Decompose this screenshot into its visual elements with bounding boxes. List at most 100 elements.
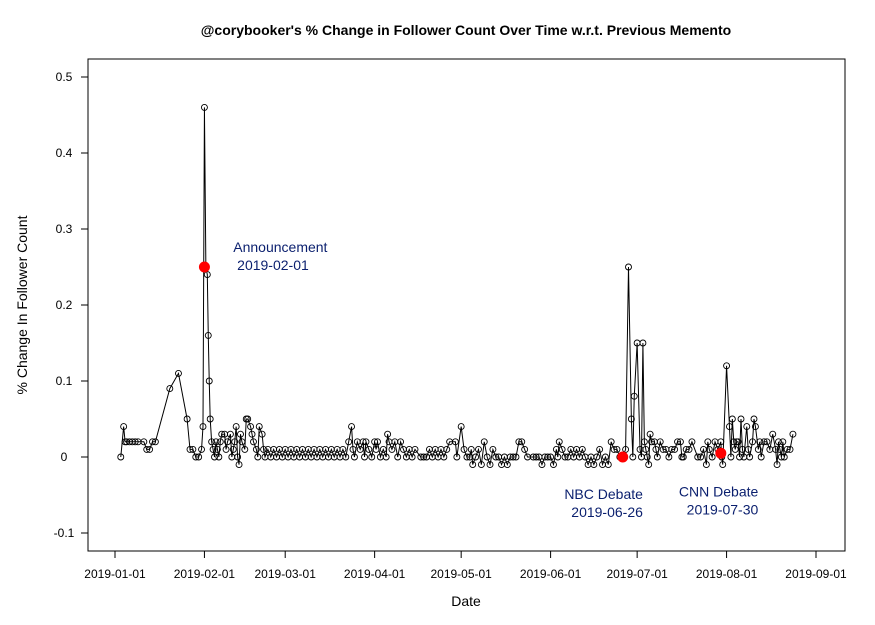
data-point bbox=[204, 331, 212, 339]
data-point bbox=[339, 445, 347, 453]
data-point bbox=[682, 445, 690, 453]
x-tick-label: 2019-05-01 bbox=[430, 567, 492, 581]
highlight-point bbox=[715, 447, 727, 459]
data-point bbox=[773, 461, 781, 469]
data-point bbox=[345, 438, 353, 446]
data-point bbox=[674, 438, 681, 446]
data-point bbox=[629, 453, 637, 461]
data-point bbox=[668, 445, 676, 453]
data-point bbox=[350, 453, 358, 461]
x-tick-label: 2019-09-01 bbox=[785, 567, 847, 581]
data-point bbox=[372, 445, 380, 453]
data-point bbox=[255, 423, 263, 431]
x-tick-label: 2019-07-01 bbox=[606, 567, 668, 581]
data-point bbox=[550, 461, 557, 469]
data-point bbox=[348, 423, 355, 431]
data-point bbox=[544, 453, 552, 461]
data-point bbox=[218, 430, 226, 438]
data-point bbox=[743, 423, 751, 431]
data-point bbox=[659, 445, 667, 453]
data-point bbox=[697, 453, 705, 461]
data-point bbox=[702, 461, 710, 469]
data-point bbox=[248, 430, 256, 438]
data-point bbox=[374, 438, 381, 446]
data-point bbox=[648, 438, 656, 446]
data-point bbox=[558, 445, 566, 453]
data-point bbox=[486, 461, 494, 469]
data-point bbox=[671, 445, 679, 453]
data-point bbox=[254, 453, 262, 461]
data-point bbox=[224, 438, 231, 446]
data-point bbox=[361, 453, 368, 461]
series-line bbox=[120, 107, 794, 467]
data-point bbox=[601, 453, 609, 461]
data-point bbox=[241, 445, 249, 453]
data-point bbox=[665, 453, 673, 461]
data-point bbox=[554, 453, 562, 461]
annotation: Announcement 2019-02-01 bbox=[233, 239, 327, 273]
data-point bbox=[186, 445, 194, 453]
data-point bbox=[472, 453, 480, 461]
data-point bbox=[209, 445, 217, 453]
data-point bbox=[656, 438, 664, 446]
data-point bbox=[515, 438, 523, 446]
data-point bbox=[244, 415, 252, 423]
data-point bbox=[737, 415, 745, 423]
x-tick-label: 2019-04-01 bbox=[344, 567, 406, 581]
data-point bbox=[231, 438, 239, 446]
data-point bbox=[760, 438, 768, 446]
data-point bbox=[349, 445, 357, 453]
data-point bbox=[131, 438, 139, 446]
data-point bbox=[578, 445, 586, 453]
data-point bbox=[639, 339, 647, 347]
data-point bbox=[467, 445, 475, 453]
data-point bbox=[779, 438, 787, 446]
data-point bbox=[593, 453, 601, 461]
data-point bbox=[561, 453, 569, 461]
data-point bbox=[247, 423, 255, 431]
data-point bbox=[195, 453, 203, 461]
data-point bbox=[538, 461, 546, 469]
plot-frame bbox=[87, 58, 846, 552]
data-point bbox=[521, 445, 529, 453]
data-point bbox=[723, 362, 731, 370]
data-point bbox=[547, 453, 555, 461]
x-tick-label: 2019-02-01 bbox=[174, 567, 236, 581]
data-point bbox=[730, 438, 738, 446]
data-point bbox=[776, 445, 784, 453]
x-axis: 2019-01-01 2019-02-01 2019-03-01 2019-04-01… bbox=[84, 550, 847, 581]
data-point bbox=[117, 453, 125, 461]
data-point bbox=[727, 453, 735, 461]
annotation: NBC Debate 2019-06-26 bbox=[564, 486, 643, 520]
data-point bbox=[342, 453, 350, 461]
data-point bbox=[646, 430, 654, 438]
x-tick-label: 2019-03-01 bbox=[255, 567, 317, 581]
data-point bbox=[222, 445, 230, 453]
data-point bbox=[749, 438, 756, 446]
data-point bbox=[382, 453, 390, 461]
data-point bbox=[763, 438, 771, 446]
data-point bbox=[460, 445, 468, 453]
data-point bbox=[642, 445, 650, 453]
data-point bbox=[645, 461, 653, 469]
data-point bbox=[705, 445, 713, 453]
data-point bbox=[397, 438, 405, 446]
data-point bbox=[457, 423, 465, 431]
data-point bbox=[356, 445, 364, 453]
data-point bbox=[463, 453, 471, 461]
data-point bbox=[250, 438, 257, 446]
y-tick-label: 0 bbox=[61, 450, 68, 464]
data-point bbox=[736, 453, 743, 461]
data-point bbox=[146, 445, 154, 453]
y-axis-label: % Change In Follower Count bbox=[14, 215, 30, 394]
data-point bbox=[754, 445, 762, 453]
data-point bbox=[258, 430, 266, 438]
data-point bbox=[388, 445, 396, 453]
data-point bbox=[235, 461, 243, 469]
annotation: CNN Debate 2019-07-30 bbox=[679, 484, 759, 518]
x-axis-label: Date bbox=[451, 593, 481, 609]
data-point bbox=[604, 461, 612, 469]
data-point bbox=[379, 445, 387, 453]
data-point bbox=[786, 445, 794, 453]
